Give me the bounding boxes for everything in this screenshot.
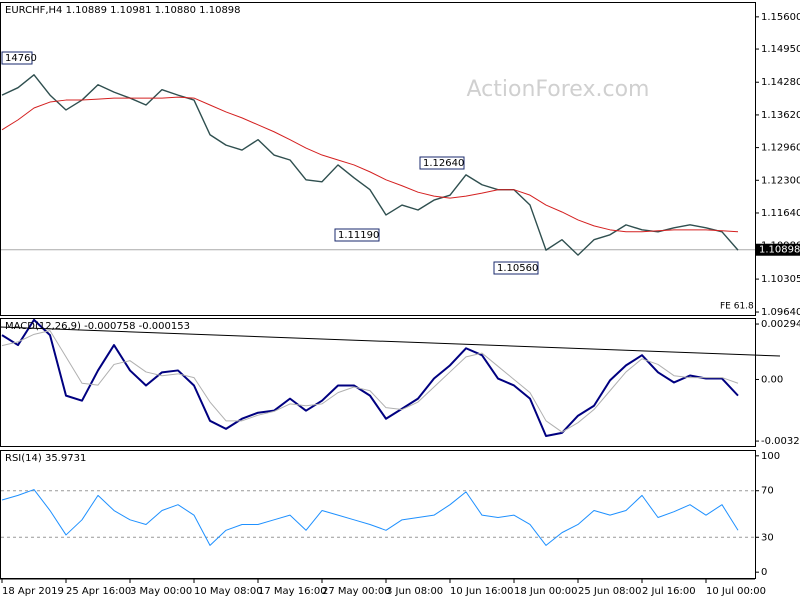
x-tick-label: 18 Apr 2019 bbox=[2, 586, 64, 597]
y-tick-label: -0.003278 bbox=[761, 436, 800, 447]
y-tick-label: 1.12300 bbox=[761, 175, 800, 186]
y-tick-label: 0.00 bbox=[761, 374, 783, 385]
series-line bbox=[1, 74, 739, 256]
y-tick-label: 1.14950 bbox=[761, 44, 800, 55]
y-tick-label: 0 bbox=[761, 567, 767, 578]
x-tick-label: 27 May 00:00 bbox=[322, 586, 391, 597]
annotation: 1.11190 bbox=[338, 230, 379, 241]
annotation-box bbox=[334, 228, 380, 242]
fe-label: FE 61.8 bbox=[720, 302, 754, 312]
x-tick-label: 3 Jun 08:00 bbox=[386, 586, 443, 597]
panel-frame bbox=[0, 450, 756, 579]
y-tick-label: 1.15600 bbox=[761, 12, 800, 23]
annotation-box bbox=[1, 51, 33, 65]
y-tick-label: 1.14280 bbox=[761, 77, 800, 88]
y-tick-label: 1.13620 bbox=[761, 110, 800, 121]
trend-line bbox=[0, 326, 781, 357]
x-tick-label: 3 May 00:00 bbox=[130, 586, 192, 597]
x-tick-label: 10 Jun 16:00 bbox=[450, 586, 514, 597]
x-tick-label: 25 Apr 16:00 bbox=[66, 586, 131, 597]
panel-title: MACD(12,26,9) -0.000758 -0.000153 bbox=[5, 321, 190, 332]
current-price-box bbox=[756, 243, 800, 256]
panel-title: EURCHF,H4 1.10889 1.10981 1.10880 1.1089… bbox=[5, 5, 241, 16]
watermark: ActionForex.com bbox=[467, 77, 650, 102]
series-line bbox=[1, 330, 739, 433]
y-tick-label: 1.12960 bbox=[761, 143, 800, 154]
panel-title: RSI(14) 35.9731 bbox=[5, 453, 86, 464]
y-tick-label: 1.10305 bbox=[761, 274, 800, 285]
annotation-box bbox=[493, 261, 539, 275]
y-tick-label: 100 bbox=[761, 451, 780, 462]
y-tick-label: 30 bbox=[761, 532, 774, 543]
y-tick-label: 0.002949 bbox=[761, 319, 800, 330]
annotation: 14760 bbox=[5, 53, 37, 64]
y-tick-label: 1.09640 bbox=[761, 307, 800, 318]
y-tick-label: 70 bbox=[761, 486, 774, 497]
annotation: 1.12640 bbox=[423, 158, 464, 169]
x-tick-label: 18 Jun 00:00 bbox=[514, 586, 578, 597]
panel-frame bbox=[0, 318, 756, 447]
x-tick-label: 10 Jul 00:00 bbox=[706, 586, 766, 597]
annotation-box bbox=[419, 156, 465, 170]
annotation: 1.10560 bbox=[497, 263, 538, 274]
panel-frame bbox=[0, 2, 756, 316]
x-tick-label: 25 Jun 08:00 bbox=[578, 586, 642, 597]
y-tick-label: 1.11640 bbox=[761, 208, 800, 219]
series-line bbox=[1, 96, 739, 233]
series-line bbox=[1, 318, 739, 438]
x-tick-label: 10 May 08:00 bbox=[194, 586, 263, 597]
current-price-label: 1.10898 bbox=[759, 245, 800, 256]
x-tick-label: 17 May 16:00 bbox=[258, 586, 327, 597]
series-line bbox=[1, 489, 739, 546]
x-tick-label: 2 Jul 16:00 bbox=[642, 586, 696, 597]
